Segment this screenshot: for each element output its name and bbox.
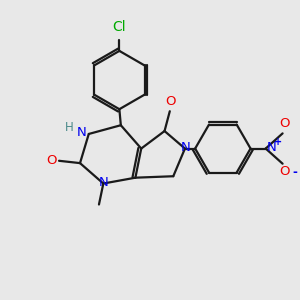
Text: O: O: [165, 95, 175, 108]
Text: Cl: Cl: [112, 20, 126, 34]
Text: N: N: [77, 126, 86, 139]
Text: N: N: [181, 142, 190, 154]
Text: N: N: [267, 141, 276, 154]
Text: O: O: [279, 118, 289, 130]
Text: H: H: [65, 121, 74, 134]
Text: N: N: [98, 176, 108, 189]
Text: O: O: [279, 165, 289, 178]
Text: O: O: [46, 154, 57, 167]
Text: -: -: [293, 166, 298, 179]
Text: +: +: [274, 137, 282, 147]
